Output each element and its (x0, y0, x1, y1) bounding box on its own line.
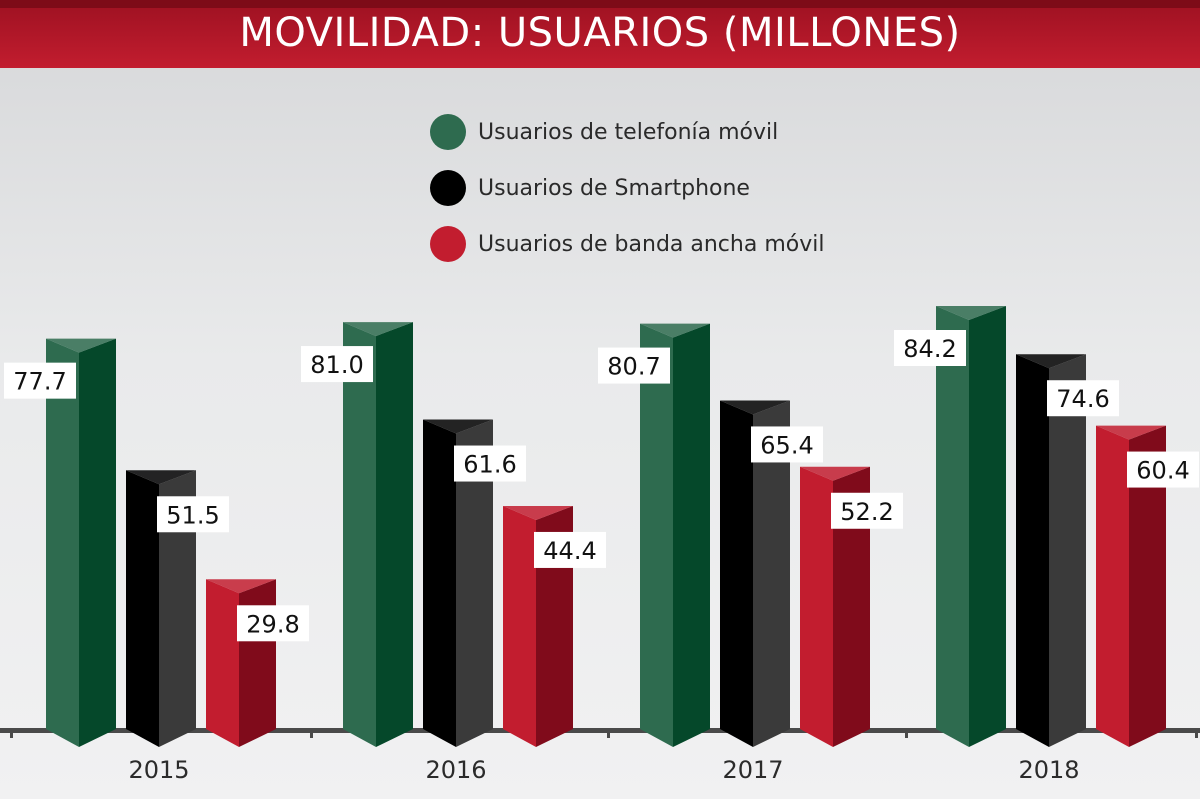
bar-front-2016-s2 (503, 505, 536, 747)
bar-top-2015-s2 (206, 579, 276, 594)
value-label-text: 51.5 (166, 501, 219, 529)
bar-top-2017-s0 (640, 323, 710, 338)
bar-top-2016-s0 (343, 322, 413, 337)
value-label-2017-s0: 80.7 (598, 347, 670, 384)
year-label-2016: 2016 (425, 756, 486, 784)
legend-item-telefonia: Usuarios de telefonía móvil (430, 104, 824, 160)
bar-side-2017-s1 (753, 400, 790, 747)
bar-front-2017-s2 (800, 466, 833, 747)
bar-side-2016-s1 (456, 419, 493, 747)
value-label-text: 52.2 (840, 498, 893, 526)
bar-top-2016-s1 (423, 419, 493, 434)
value-label-text: 44.4 (543, 537, 596, 565)
title-band-top-strip (0, 0, 1200, 8)
bar-front-2017-s1 (720, 400, 753, 747)
value-label-2018-s0: 84.2 (894, 330, 966, 366)
x-axis-tick (905, 728, 908, 738)
value-label-text: 61.6 (463, 451, 516, 479)
bar-front-2015-s0 (46, 338, 79, 747)
bar-front-2018-s0 (936, 306, 969, 747)
bar-front-2017-s0 (640, 323, 673, 747)
bar-top-2015-s0 (46, 338, 116, 353)
legend-dot-banda-ancha (430, 226, 466, 262)
value-label-box (454, 445, 526, 482)
bar-side-2018-s0 (969, 306, 1006, 747)
value-label-box (301, 346, 373, 383)
bar-front-2015-s1 (126, 470, 159, 747)
year-label-2015: 2015 (128, 756, 189, 784)
bar-side-2017-s2 (833, 466, 870, 747)
value-label-2017-s1: 65.4 (751, 426, 823, 463)
year-label-2017: 2017 (722, 756, 783, 784)
value-label-box (237, 605, 309, 642)
value-label-box (534, 531, 606, 568)
bar-top-2017-s1 (720, 400, 790, 415)
x-axis-tick (310, 728, 313, 738)
bar-side-2016-s0 (376, 322, 413, 747)
bar-front-2016-s1 (423, 419, 456, 747)
bar-side-2018-s2 (1129, 425, 1166, 747)
value-label-text: 29.8 (246, 610, 299, 638)
x-axis-tick (1195, 728, 1198, 738)
value-label-text: 81.0 (310, 351, 363, 379)
bar-side-2015-s2 (239, 579, 276, 747)
legend: Usuarios de telefonía móvil Usuarios de … (430, 104, 824, 272)
legend-dot-smartphone (430, 170, 466, 206)
value-label-2016-s1: 61.6 (454, 445, 526, 482)
value-label-text: 60.4 (1136, 457, 1189, 485)
value-label-2016-s0: 81.0 (301, 346, 373, 383)
legend-dot-telefonia (430, 114, 466, 150)
value-label-box (1047, 380, 1119, 417)
bar-side-2017-s0 (673, 323, 710, 747)
bar-side-2018-s1 (1049, 354, 1086, 747)
bar-side-2015-s1 (159, 470, 196, 747)
title-band: MOVILIDAD: USUARIOS (MILLONES) (0, 0, 1200, 68)
value-label-box (4, 362, 76, 399)
bar-top-2018-s1 (1016, 354, 1086, 369)
value-label-2018-s2: 60.4 (1127, 451, 1199, 488)
bar-top-2018-s0 (936, 306, 1006, 320)
legend-item-banda-ancha: Usuarios de banda ancha móvil (430, 216, 824, 272)
value-label-box (894, 330, 966, 366)
bar-front-2018-s1 (1016, 354, 1049, 747)
bar-top-2015-s1 (126, 470, 196, 485)
bar-top-2017-s2 (800, 466, 870, 481)
x-axis-tick (607, 728, 610, 738)
value-label-box (598, 347, 670, 384)
value-label-2015-s1: 51.5 (157, 496, 229, 533)
value-label-2015-s0: 77.7 (4, 362, 76, 399)
year-label-2018: 2018 (1018, 756, 1079, 784)
x-axis-line (0, 728, 1200, 733)
value-label-box (157, 496, 229, 533)
value-label-text: 84.2 (903, 335, 956, 363)
bar-front-2015-s2 (206, 579, 239, 747)
value-label-box (1127, 451, 1199, 488)
legend-label-telefonia: Usuarios de telefonía móvil (478, 119, 779, 145)
chart-title: MOVILIDAD: USUARIOS (MILLONES) (239, 10, 961, 56)
bar-top-2018-s2 (1096, 425, 1166, 440)
bar-front-2018-s2 (1096, 425, 1129, 747)
value-label-2016-s2: 44.4 (534, 531, 606, 568)
value-label-2015-s2: 29.8 (237, 605, 309, 642)
value-label-text: 65.4 (760, 431, 813, 459)
value-label-box (751, 426, 823, 463)
legend-label-smartphone: Usuarios de Smartphone (478, 175, 750, 201)
value-label-text: 80.7 (607, 353, 660, 381)
bar-top-2016-s2 (503, 505, 573, 520)
value-label-2017-s2: 52.2 (831, 492, 903, 529)
x-axis-tick (10, 728, 13, 738)
value-label-2018-s1: 74.6 (1047, 380, 1119, 417)
value-label-box (831, 492, 903, 529)
bar-front-2016-s0 (343, 322, 376, 747)
legend-item-smartphone: Usuarios de Smartphone (430, 160, 824, 216)
legend-label-banda-ancha: Usuarios de banda ancha móvil (478, 231, 825, 257)
value-label-text: 77.7 (13, 368, 66, 396)
bar-side-2015-s0 (79, 338, 116, 747)
value-label-text: 74.6 (1056, 385, 1109, 413)
